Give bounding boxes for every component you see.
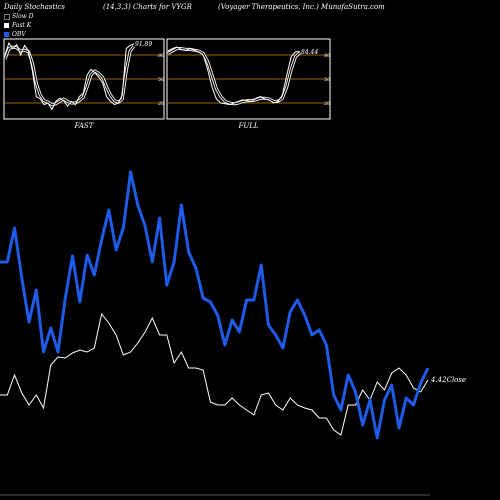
legend-swatch-fast-k [4,23,9,28]
legend-swatch-slow-d [4,14,10,20]
company-source: (Voyager Therapeutics, Inc.) MunafaSutra… [218,3,385,11]
fast-tick-label-20: 20 [157,101,165,107]
full-panel-label: FULL [237,122,258,130]
obv-line [0,170,430,440]
close-price-label: 4.42Close [430,376,466,384]
full-tick-label-50: 50 [324,77,331,83]
fast-series-d [4,45,135,106]
chart-title: Daily Stochastics [4,3,66,11]
legend-label-slow-d: Slow D [12,13,34,20]
legend-label-obv: OBV [12,31,26,38]
fast-tick-label-50: 50 [158,77,165,83]
legend: Slow D Fast K OBV [4,12,34,39]
full-tick-label-20: 20 [323,101,331,107]
legend-item-fast-k: Fast K [4,21,34,30]
legend-item-obv: OBV [4,30,34,39]
fast-last-value-label: 91.89 [135,41,152,48]
full-tick-label-80: 80 [324,53,331,59]
full-last-value-label: 84.44 [301,49,318,56]
legend-label-fast-k: Fast K [12,22,32,29]
fast-tick-label-80: 80 [158,53,165,59]
fast-series-k [4,41,135,111]
full-series-k [167,46,300,106]
ticker-subtitle: (14,3,3) Charts for VYGR [103,3,192,11]
legend-swatch-obv [4,32,9,37]
legend-item-slow-d: Slow D [4,12,34,21]
fast-panel-label: FAST [74,122,95,130]
